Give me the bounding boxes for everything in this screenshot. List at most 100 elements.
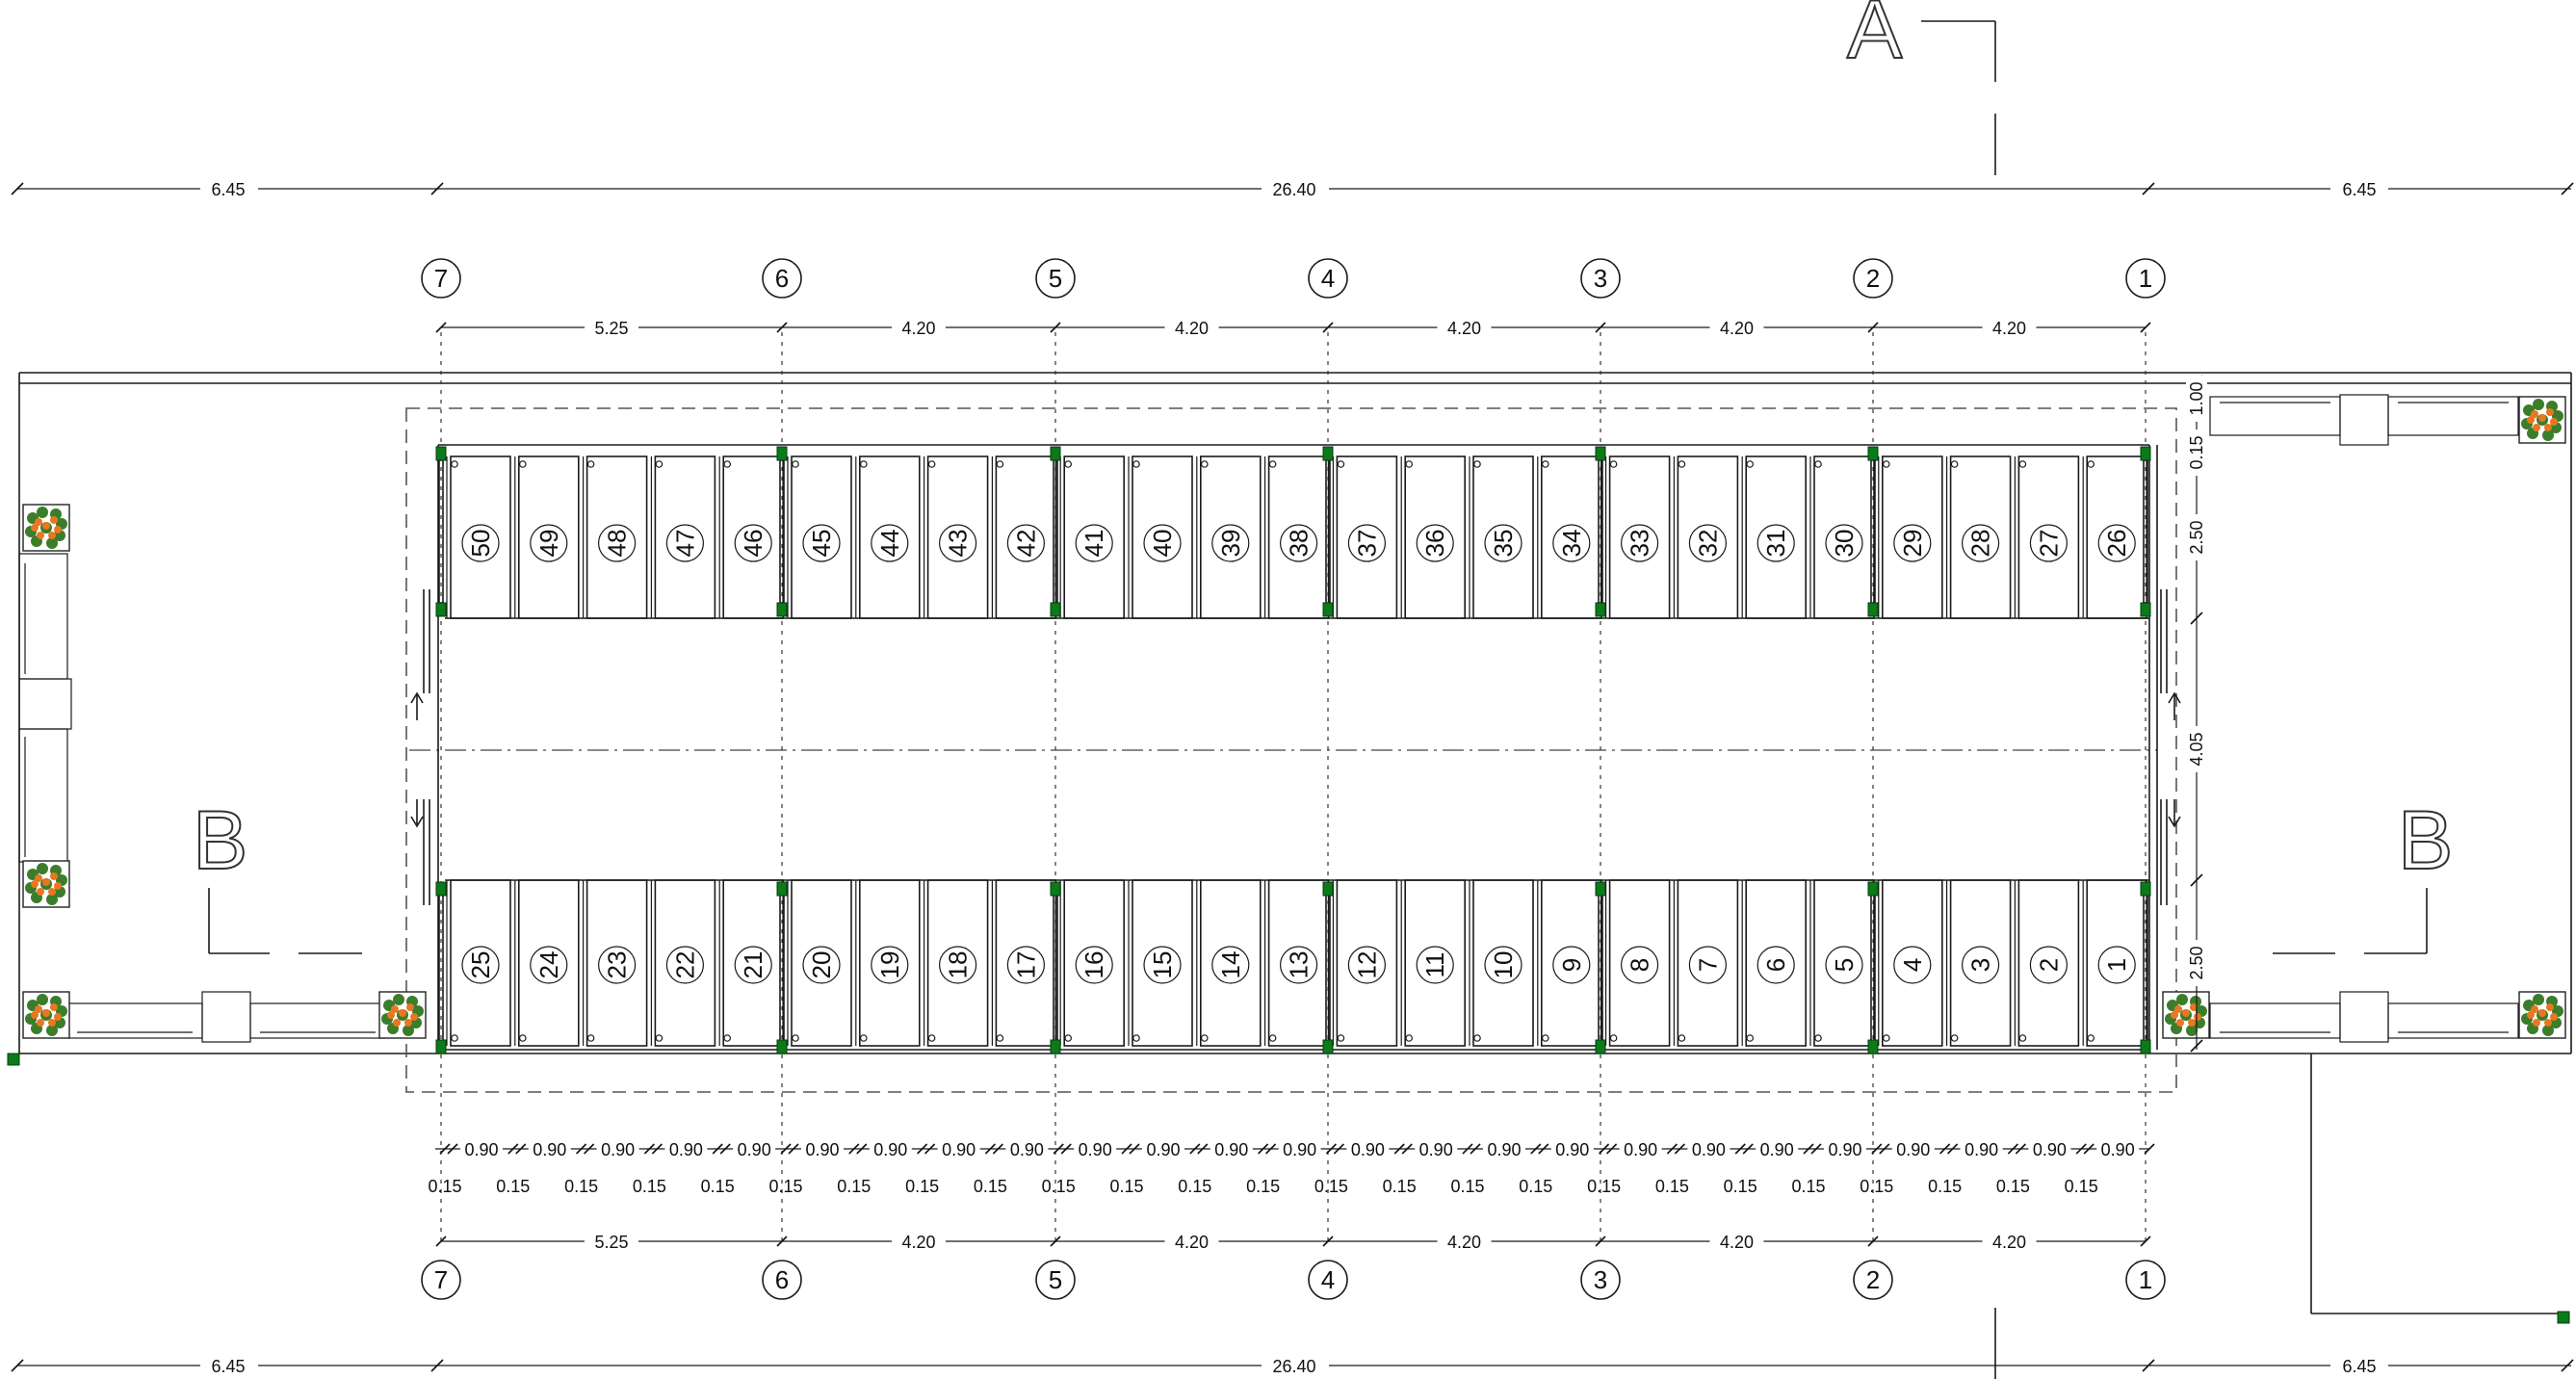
stall-number: 3 bbox=[1966, 958, 1995, 972]
stall-gap-label: 0.15 bbox=[768, 1177, 802, 1196]
stall-box bbox=[1677, 455, 1739, 619]
bottom-row-stall[interactable]: 14 bbox=[1196, 879, 1262, 1047]
top-row-stall[interactable]: 41 bbox=[1059, 455, 1125, 619]
top-row-stall[interactable]: 49 bbox=[514, 455, 580, 619]
stall-box bbox=[1745, 455, 1807, 619]
column-square bbox=[2140, 1039, 2151, 1054]
top-row-stall[interactable]: 30 bbox=[1809, 455, 1875, 619]
top-row-stall[interactable]: 31 bbox=[1741, 455, 1807, 619]
top-row-stall[interactable]: 39 bbox=[1196, 455, 1262, 619]
dim-right-bottom: 6.45 bbox=[2342, 1357, 2376, 1376]
stall-number: 7 bbox=[1693, 958, 1722, 972]
bottom-row-stall[interactable]: 18 bbox=[923, 879, 989, 1047]
bottom-row-stall[interactable]: 19 bbox=[855, 879, 921, 1047]
bottom-row-stall[interactable]: 9 bbox=[1537, 879, 1602, 1047]
bottom-row-stall[interactable]: 5 bbox=[1809, 879, 1875, 1047]
stall-number-circle bbox=[1756, 524, 1795, 562]
section-a-marker-top: A bbox=[1846, 0, 1996, 175]
bottom-row-stall[interactable]: 13 bbox=[1263, 879, 1330, 1047]
top-row-stall[interactable]: 29 bbox=[1878, 455, 1943, 619]
bottom-row-stall[interactable]: 7 bbox=[1673, 879, 1739, 1047]
bottom-row-stall[interactable]: 16 bbox=[1059, 879, 1125, 1047]
stall-number-circle bbox=[1075, 524, 1113, 562]
bottom-row-stall[interactable]: 11 bbox=[1400, 879, 1466, 1047]
stall-width-label: 0.90 bbox=[464, 1140, 498, 1159]
stall-number: 25 bbox=[466, 951, 495, 979]
bottom-row-stall[interactable]: 12 bbox=[1332, 879, 1398, 1047]
grid-axis-label: 1 bbox=[2139, 264, 2152, 293]
bottom-row-stall[interactable]: 25 bbox=[446, 879, 511, 1047]
bottom-row-stall[interactable]: 20 bbox=[787, 879, 852, 1047]
bottom-row-stall[interactable]: 6 bbox=[1741, 879, 1807, 1047]
top-row-stall[interactable]: 36 bbox=[1400, 455, 1466, 619]
top-row-stall[interactable]: 38 bbox=[1263, 455, 1330, 619]
top-row-stall[interactable]: 32 bbox=[1673, 455, 1739, 619]
bottom-row-stall[interactable]: 24 bbox=[514, 879, 580, 1047]
top-row-stall[interactable]: 42 bbox=[991, 455, 1057, 619]
stall-number: 46 bbox=[739, 530, 768, 558]
top-row-stall[interactable]: 45 bbox=[787, 455, 852, 619]
grid-axis-label: 6 bbox=[775, 264, 789, 293]
grid-axis-label: 3 bbox=[1594, 264, 1607, 293]
column-square bbox=[2140, 446, 2151, 461]
stall-number: 36 bbox=[1420, 530, 1449, 558]
stall-number-circle bbox=[1279, 524, 1318, 562]
stall-number-circle bbox=[1893, 946, 1932, 984]
bottom-row-stall[interactable]: 17 bbox=[991, 879, 1057, 1047]
column-square bbox=[1050, 446, 1061, 461]
stall-anchor-dot bbox=[655, 1034, 664, 1042]
top-row-stall[interactable]: 34 bbox=[1537, 455, 1602, 619]
column-square bbox=[1595, 881, 1606, 897]
stall-gap-label: 0.15 bbox=[1042, 1177, 1076, 1196]
stall-number: 20 bbox=[807, 951, 836, 979]
top-row-stall[interactable]: 26 bbox=[2082, 455, 2147, 619]
column-square bbox=[1867, 881, 1879, 897]
column-square bbox=[1867, 1039, 1879, 1054]
bottom-row-stall[interactable]: 10 bbox=[1469, 879, 1534, 1047]
column-square bbox=[1322, 881, 1334, 897]
top-row-stall[interactable]: 35 bbox=[1469, 455, 1534, 619]
stall-anchor-dot bbox=[723, 1034, 732, 1042]
top-row-stall[interactable]: 48 bbox=[582, 455, 648, 619]
top-row-stall[interactable]: 43 bbox=[923, 455, 989, 619]
column-square bbox=[776, 446, 788, 461]
stall-box bbox=[1132, 455, 1193, 619]
bottom-row-stall[interactable]: 8 bbox=[1604, 879, 1671, 1047]
top-row-stall[interactable]: 37 bbox=[1332, 455, 1398, 619]
stall-number: 32 bbox=[1693, 530, 1722, 558]
section-a-letter: A bbox=[1847, 0, 1903, 76]
top-row-stall[interactable]: 47 bbox=[650, 455, 716, 619]
bay-dimension-label: 4.20 bbox=[1447, 319, 1481, 338]
bottom-row-stall[interactable]: 1 bbox=[2082, 879, 2147, 1047]
top-row-stall[interactable]: 27 bbox=[2014, 455, 2080, 619]
top-row-stall[interactable]: 40 bbox=[1128, 455, 1193, 619]
stall-box bbox=[1745, 879, 1807, 1047]
stall-box bbox=[654, 879, 716, 1047]
stall-gap-label: 0.15 bbox=[1587, 1177, 1621, 1196]
section-b-marker-right: B bbox=[2273, 794, 2454, 954]
top-row-stall[interactable]: 33 bbox=[1604, 455, 1671, 619]
stall-box bbox=[1882, 455, 1943, 619]
top-row-stall[interactable]: 50 bbox=[446, 455, 511, 619]
bottom-row-stall[interactable]: 21 bbox=[718, 879, 785, 1047]
bottom-row-stall[interactable]: 22 bbox=[650, 879, 716, 1047]
arrow-down-icon-right bbox=[2168, 799, 2181, 828]
top-row-stall[interactable]: 28 bbox=[1945, 455, 2012, 619]
stall-anchor-dot bbox=[1268, 460, 1277, 468]
stall-anchor-dot bbox=[451, 460, 458, 468]
stall-gap-label: 0.15 bbox=[701, 1177, 735, 1196]
top-row-stall[interactable]: 44 bbox=[855, 455, 921, 619]
bottom-row-stall[interactable]: 4 bbox=[1878, 879, 1943, 1047]
bottom-row-stall[interactable]: 15 bbox=[1128, 879, 1193, 1047]
stall-width-label: 0.90 bbox=[1965, 1140, 1998, 1159]
stall-number-circle bbox=[461, 524, 500, 562]
bottom-row-stall[interactable]: 2 bbox=[2014, 879, 2080, 1047]
stall-box bbox=[858, 455, 921, 619]
stall-gap-label: 0.15 bbox=[496, 1177, 530, 1196]
grid-bubble-top: 7 bbox=[421, 258, 461, 299]
top-row-stall[interactable]: 46 bbox=[718, 455, 785, 619]
stall-box bbox=[926, 455, 989, 619]
bottom-row-stall[interactable]: 3 bbox=[1945, 879, 2012, 1047]
bottom-row-stall[interactable]: 23 bbox=[582, 879, 648, 1047]
